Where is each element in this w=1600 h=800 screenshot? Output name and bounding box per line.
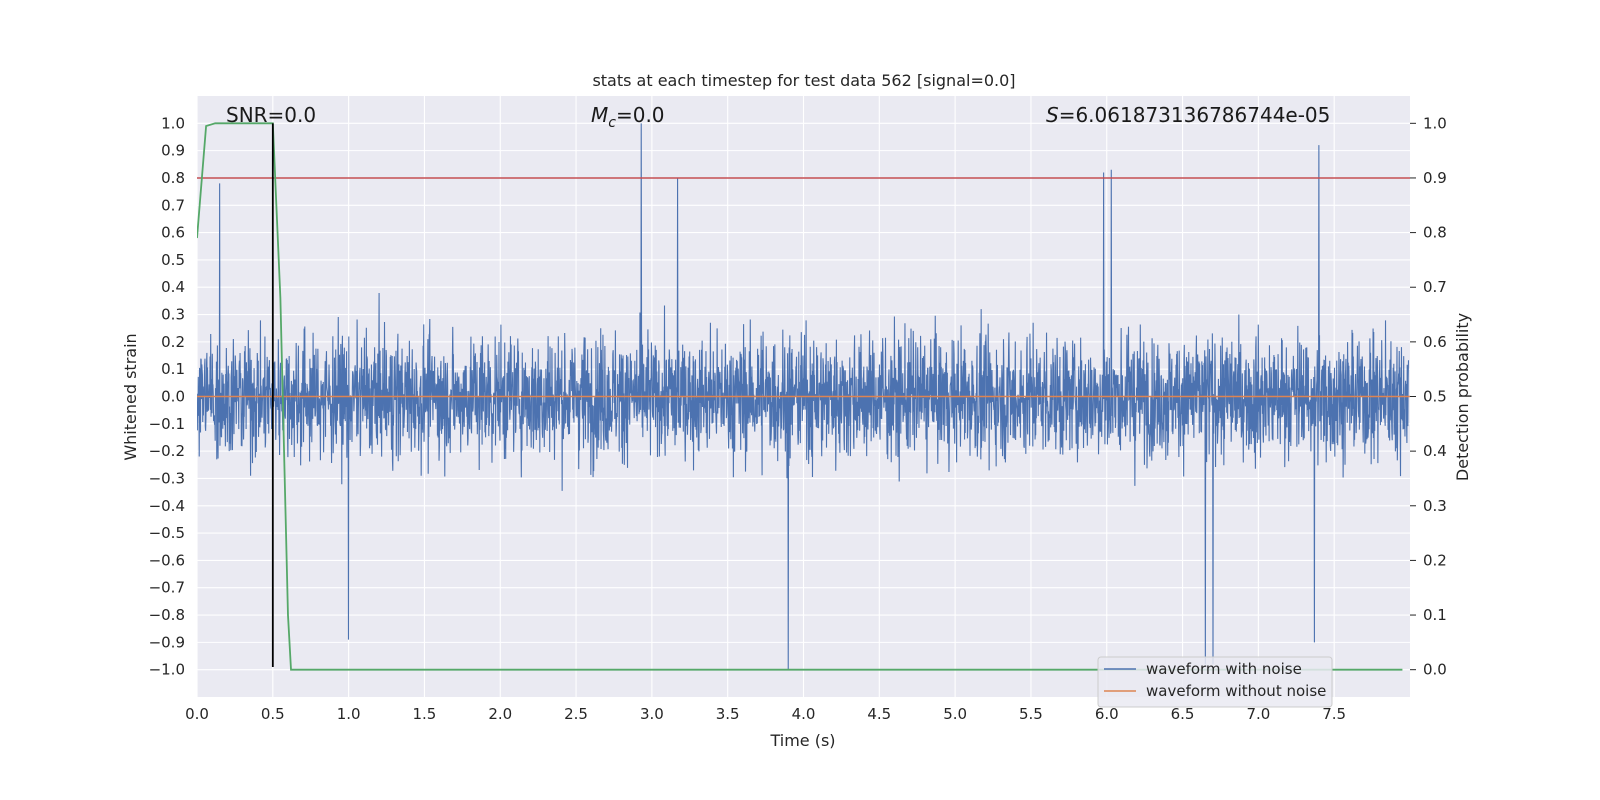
legend-label-waveform-without-noise: waveform without noise xyxy=(1146,682,1326,700)
left-y-tick-label: 0.5 xyxy=(161,251,185,269)
x-tick-label: 1.0 xyxy=(337,705,361,723)
left-y-axis-label: Whitened strain xyxy=(121,333,140,460)
series-detection-probability xyxy=(197,122,1403,671)
right-y-tick-label: 0.5 xyxy=(1423,388,1447,406)
right-y-tick-label: 0.6 xyxy=(1423,333,1447,351)
x-axis-label: Time (s) xyxy=(769,731,835,750)
left-y-tick-label: −0.5 xyxy=(149,524,185,542)
left-y-tick-label: 0.6 xyxy=(161,224,185,242)
x-tick-label: 2.0 xyxy=(488,705,512,723)
x-tick-label: 0.5 xyxy=(261,705,285,723)
x-axis-ticks: 0.0 0.5 1.0 1.5 2.0 2.5 3.0 3.5 4.0 4.5 5.0 5.5 6.0 6… xyxy=(185,705,1346,723)
left-y-tick-label: 0.9 xyxy=(161,142,185,160)
chirp-mass-annotation: Mc=0.0 xyxy=(591,103,665,131)
left-y-tick-label: −0.4 xyxy=(149,497,185,515)
legend: waveform with noise waveform without noi… xyxy=(1097,656,1333,708)
left-y-tick-label: 0.4 xyxy=(161,278,185,296)
right-y-axis-ticks: 1.0 0.9 0.8 0.7 0.6 0.5 0.4 0.3 0.2 0.1 0.0 xyxy=(1410,114,1447,679)
x-tick-label: 3.5 xyxy=(716,705,740,723)
left-y-tick-label: 0.3 xyxy=(161,306,185,324)
left-y-tick-label: 0.2 xyxy=(161,333,185,351)
legend-label-waveform-with-noise: waveform with noise xyxy=(1146,660,1302,678)
chart-title: stats at each timestep for test data 562… xyxy=(592,71,1015,90)
x-tick-label: 7.0 xyxy=(1246,705,1270,723)
left-y-axis-ticks: 1.0 0.9 0.8 0.7 0.6 0.5 0.4 0.3 0.2 0.1 0.0 −0.1 −0.… xyxy=(149,114,185,678)
x-tick-label: 4.0 xyxy=(792,705,816,723)
x-tick-label: 2.5 xyxy=(564,705,588,723)
x-tick-label: 7.5 xyxy=(1322,705,1346,723)
left-y-tick-label: 0.7 xyxy=(161,196,185,214)
x-tick-label: 0.0 xyxy=(185,705,209,723)
right-y-tick-label: 0.4 xyxy=(1423,442,1447,460)
series-waveform-with-noise xyxy=(197,123,1410,670)
s-value: =6.061873136786744e-05 xyxy=(1059,103,1331,127)
right-y-axis-label: Detection probability xyxy=(1453,313,1472,481)
x-tick-label: 1.5 xyxy=(413,705,437,723)
x-tick-label: 5.0 xyxy=(943,705,967,723)
right-y-tick-label: 0.9 xyxy=(1423,169,1447,187)
chirp-mass-value: =0.0 xyxy=(616,103,665,127)
snr-annotation: SNR=0.0 xyxy=(226,103,316,127)
left-y-tick-label: −0.3 xyxy=(149,469,185,487)
left-y-tick-label: −0.6 xyxy=(149,551,185,569)
right-y-tick-label: 0.1 xyxy=(1423,606,1447,624)
x-tick-label: 4.5 xyxy=(867,705,891,723)
left-y-tick-label: −0.7 xyxy=(149,579,185,597)
left-y-tick-label: −0.8 xyxy=(149,606,185,624)
left-y-tick-label: −1.0 xyxy=(149,661,185,679)
x-tick-label: 6.0 xyxy=(1095,705,1119,723)
left-y-tick-label: 1.0 xyxy=(161,114,185,132)
left-y-tick-label: 0.0 xyxy=(161,388,185,406)
s-annotation: S=6.061873136786744e-05 xyxy=(1046,103,1330,127)
right-y-tick-label: 0.0 xyxy=(1423,661,1447,679)
left-y-tick-label: 0.1 xyxy=(161,360,185,378)
right-y-tick-label: 0.8 xyxy=(1423,224,1447,242)
right-y-tick-label: 0.3 xyxy=(1423,497,1447,515)
s-symbol: S xyxy=(1046,103,1059,127)
x-tick-label: 3.0 xyxy=(640,705,664,723)
left-y-tick-label: −0.2 xyxy=(149,442,185,460)
chirp-mass-symbol: M xyxy=(591,103,608,127)
legend-box xyxy=(1097,656,1333,708)
right-y-tick-label: 0.7 xyxy=(1423,278,1447,296)
right-y-tick-label: 0.2 xyxy=(1423,551,1447,569)
x-tick-label: 5.5 xyxy=(1019,705,1043,723)
left-y-tick-label: 0.8 xyxy=(161,169,185,187)
chirp-mass-subscript: c xyxy=(608,115,616,131)
left-y-tick-label: −0.9 xyxy=(149,633,185,651)
x-tick-label: 6.5 xyxy=(1171,705,1195,723)
left-y-tick-label: −0.1 xyxy=(149,415,185,433)
right-y-tick-label: 1.0 xyxy=(1423,114,1447,132)
